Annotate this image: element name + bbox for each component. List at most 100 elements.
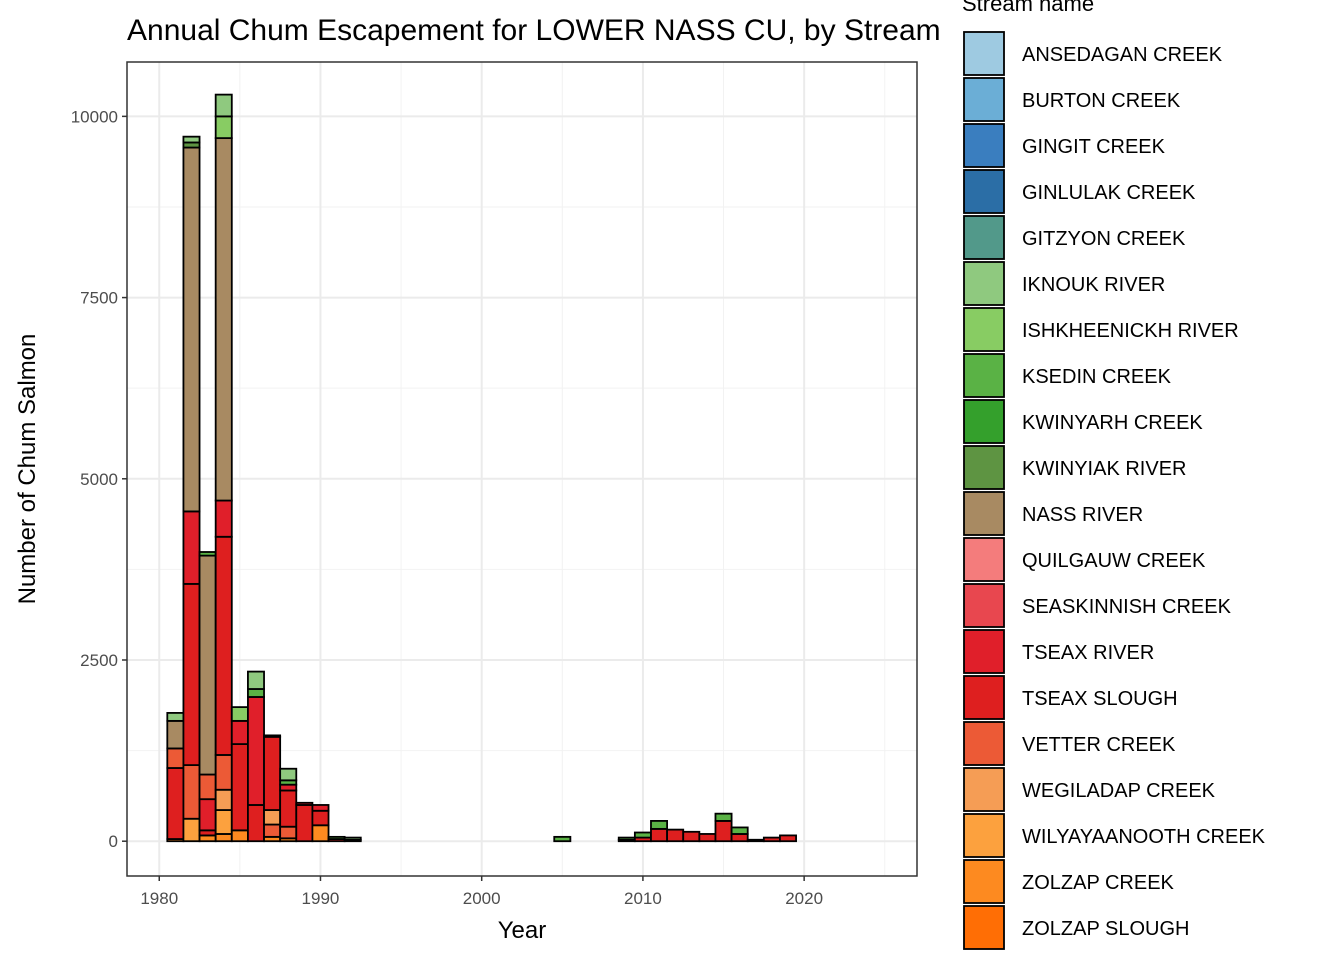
bar-segment: [214, 833, 233, 843]
legend-label: SEASKINNISH CREEK: [1022, 596, 1232, 618]
legend-key: [963, 445, 1005, 490]
bar-segment: [295, 804, 314, 843]
bar-segment: [166, 767, 185, 840]
bar-segment: [263, 823, 282, 838]
legend-label: KWINYIAK RIVER: [1022, 458, 1186, 480]
y-tick-label: 0: [109, 832, 118, 851]
bar-segment: [762, 836, 781, 843]
bar-segment: [617, 836, 636, 841]
bar-segment: [698, 833, 717, 843]
bar-segment: [311, 809, 330, 827]
bar-segment: [650, 827, 669, 843]
bar-segment: [166, 747, 185, 769]
bar-segment: [247, 688, 265, 698]
bar-segment: [182, 510, 201, 585]
legend-key: [963, 859, 1005, 904]
bar-segment: [230, 719, 249, 745]
legend-key: [963, 583, 1005, 628]
bar-segment: [214, 535, 233, 756]
legend-label: ANSEDAGAN CREEK: [1022, 44, 1223, 66]
legend-key: [963, 307, 1005, 352]
legend-label: TSEAX SLOUGH: [1022, 688, 1178, 710]
legend-label: ZOLZAP SLOUGH: [1022, 918, 1189, 940]
bar-segment: [214, 754, 233, 791]
legend-label: QUILGAUW CREEK: [1022, 550, 1206, 572]
bar-segment: [279, 825, 298, 840]
bar-segment: [214, 115, 233, 140]
legend-label: KWINYARH CREEK: [1022, 412, 1203, 434]
bar-segment: [263, 735, 282, 811]
chart-title: Annual Chum Escapement for LOWER NASS CU…: [127, 14, 941, 47]
y-tick-label: 5000: [80, 470, 118, 489]
bar-segment: [650, 820, 669, 830]
x-tick-label: 2000: [463, 889, 501, 908]
bar-segment: [198, 554, 217, 776]
legend-key: [963, 629, 1005, 674]
legend-label: NASS RIVER: [1022, 504, 1143, 526]
bar-segment: [343, 836, 362, 841]
legend-key: [963, 215, 1005, 260]
bar-segment: [230, 743, 249, 832]
y-tick-label: 2500: [80, 651, 118, 670]
panel-border: [126, 61, 918, 877]
bar-segment: [633, 831, 652, 839]
legend-key: [963, 353, 1005, 398]
bar-segment: [198, 773, 217, 801]
bar-segment: [327, 835, 346, 840]
bar-segment: [279, 789, 298, 828]
x-axis-title: Year: [498, 917, 547, 944]
bar-segment: [214, 788, 233, 811]
bar-segment: [182, 817, 201, 843]
x-tick-label: 2020: [785, 889, 823, 908]
y-tick-label: 7500: [80, 289, 118, 308]
legend-key: [963, 767, 1005, 812]
bar-segment: [182, 582, 201, 766]
legend-title: Stream name: [962, 0, 1094, 16]
bar-segment: [263, 734, 282, 738]
bar-segment: [214, 809, 233, 835]
bar-segment: [311, 824, 330, 843]
legend-key: [963, 813, 1005, 858]
legend-label: BURTON CREEK: [1022, 90, 1181, 112]
legend-key: [963, 169, 1005, 214]
bar-segment: [214, 137, 233, 502]
legend-label: WEGILADAP CREEK: [1022, 780, 1216, 802]
legend-key: [963, 491, 1005, 536]
legend-key: [963, 123, 1005, 168]
bar-segment: [247, 804, 265, 843]
legend-key: [963, 261, 1005, 306]
bar-segment: [166, 712, 185, 722]
legend-label: VETTER CREEK: [1022, 734, 1176, 756]
x-tick-label: 2010: [624, 889, 662, 908]
bar-segment: [247, 696, 265, 806]
bar-segment: [295, 801, 314, 806]
bar-segment: [746, 838, 765, 843]
bar-segment: [714, 820, 733, 843]
bar-segment: [779, 834, 797, 843]
bar-segment: [730, 833, 749, 843]
legend-label: GITZYON CREEK: [1022, 228, 1186, 250]
bar-segment: [166, 719, 185, 750]
bar-segment: [182, 146, 201, 513]
legend-key: [963, 905, 1005, 950]
legend-key: [963, 537, 1005, 582]
legend-label: IKNOUK RIVER: [1022, 274, 1165, 296]
y-tick-label: 10000: [71, 107, 118, 126]
legend-label: ISHKHEENICKH RIVER: [1022, 320, 1239, 342]
bar-segment: [311, 804, 330, 812]
bar-segment: [198, 551, 217, 557]
bar-segment: [198, 798, 217, 832]
bar-segment: [182, 764, 201, 820]
legend-key: [963, 675, 1005, 720]
legend-label: KSEDIN CREEK: [1022, 366, 1172, 388]
bar-segment: [730, 826, 749, 835]
bar-segment: [230, 706, 249, 722]
legend: Stream name ANSEDAGAN CREEK BURTON CREEK G…: [962, 0, 1266, 950]
legend-label: WILYAYAANOOTH CREEK: [1022, 826, 1266, 848]
bar-segment: [553, 835, 572, 843]
bar-segment: [214, 499, 233, 538]
y-axis-title: Number of Chum Salmon: [14, 334, 41, 605]
legend-label: GINLULAK CREEK: [1022, 182, 1196, 204]
legend-key: [963, 399, 1005, 444]
